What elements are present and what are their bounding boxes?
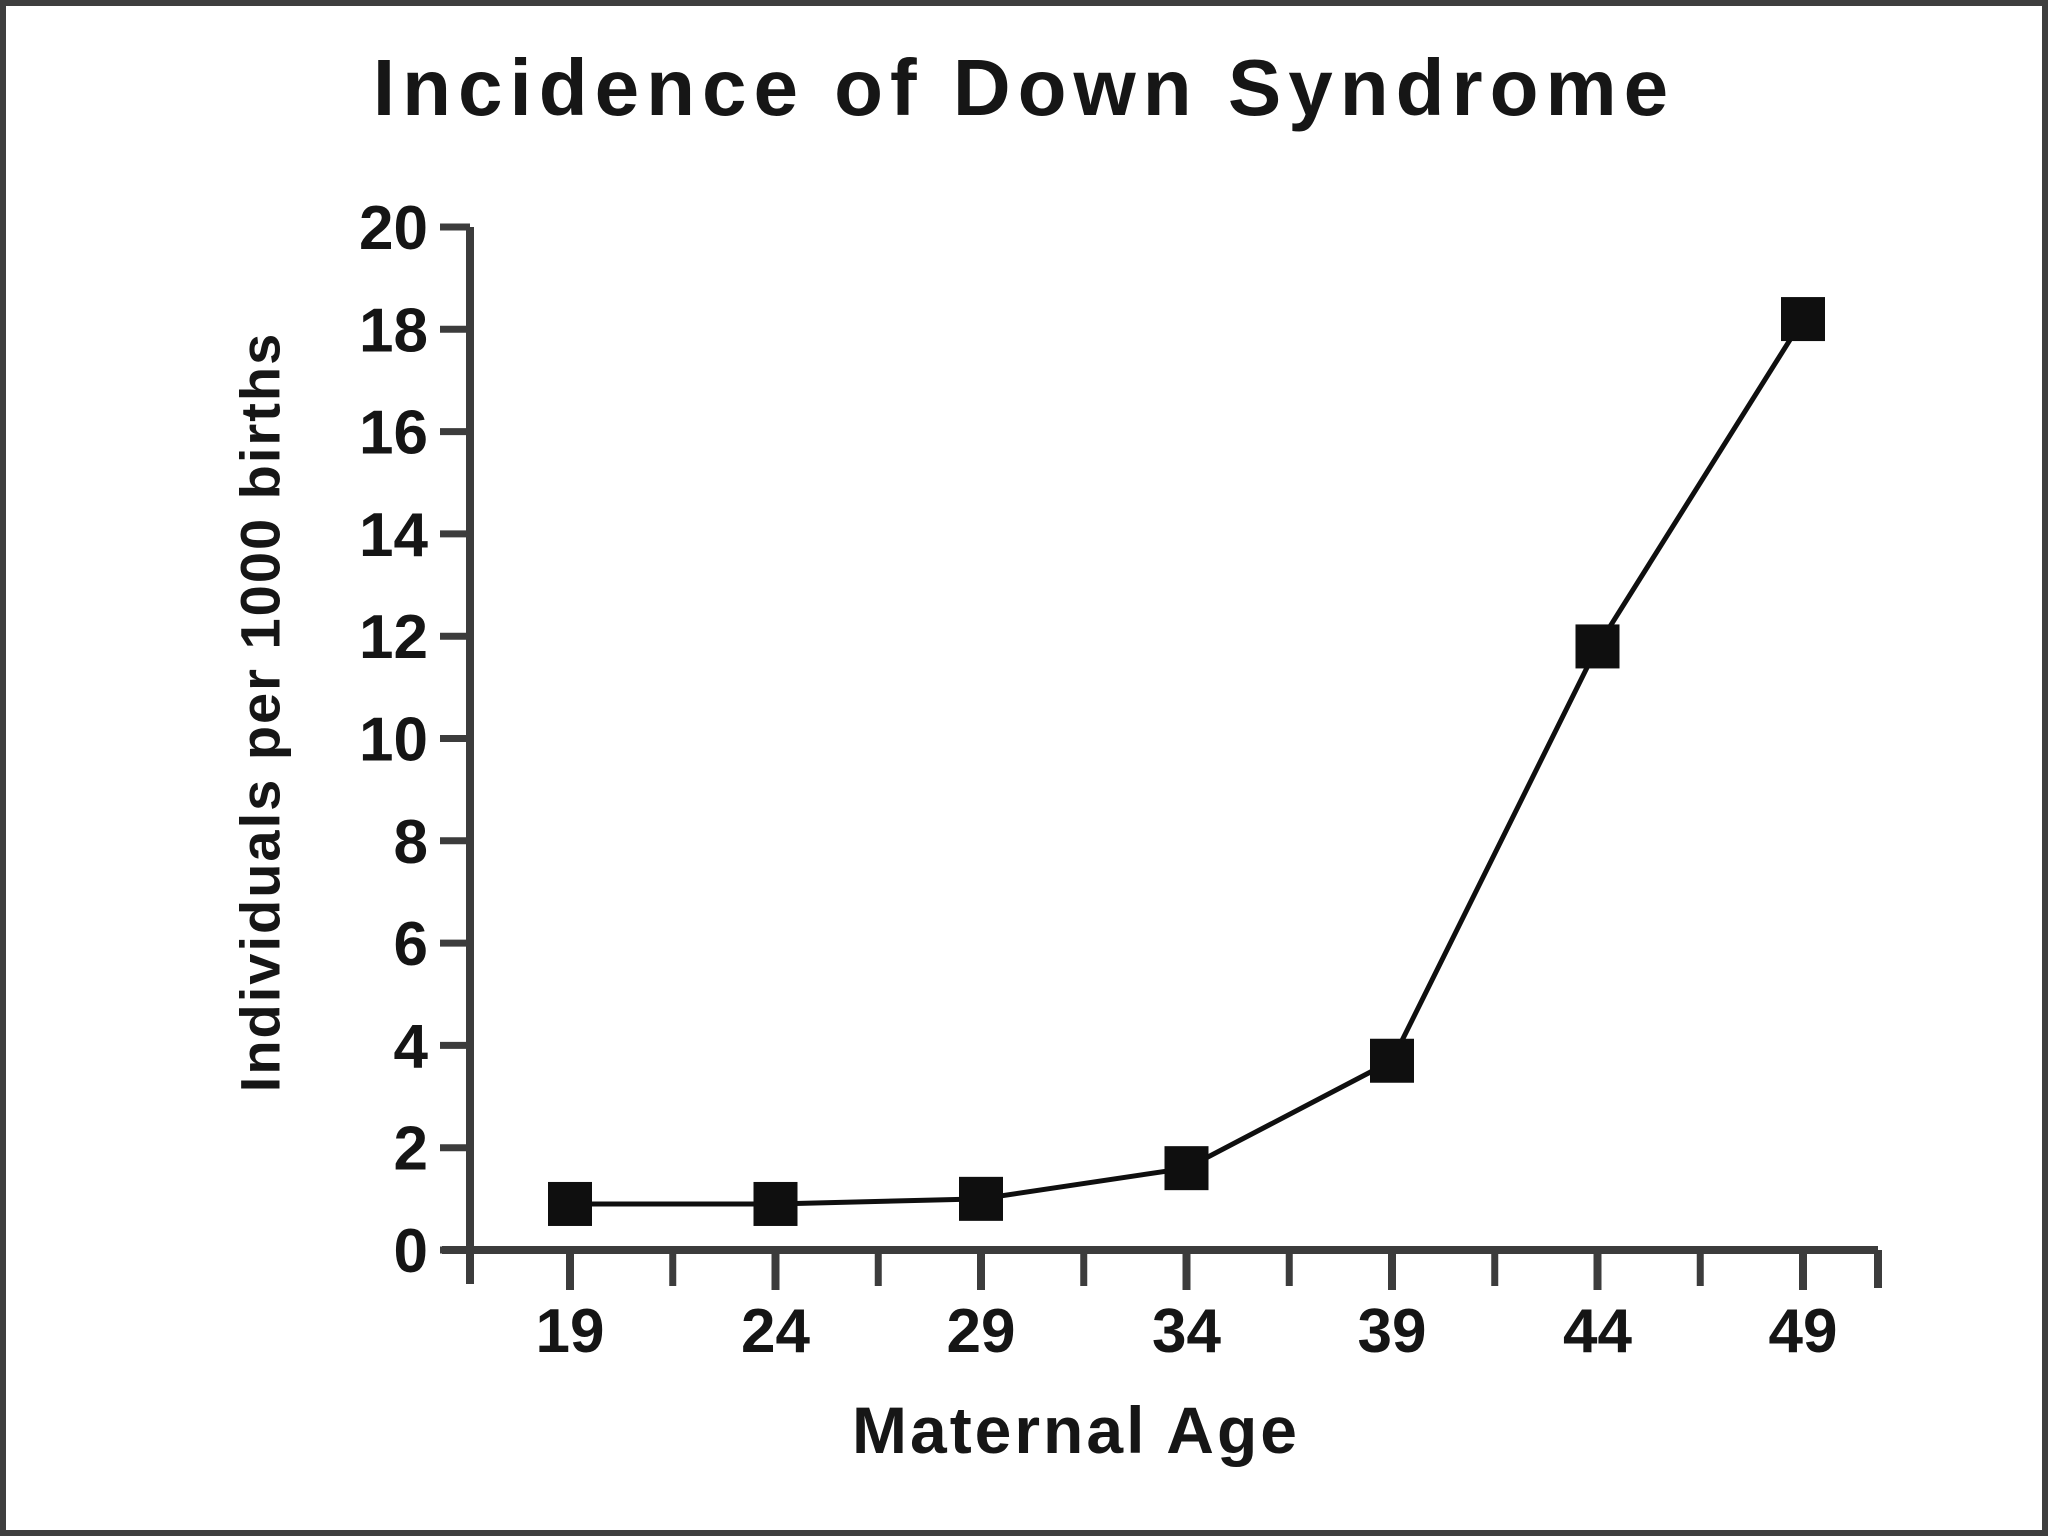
y-tick-label: 10	[359, 706, 428, 775]
data-point-marker-24	[753, 1181, 798, 1226]
x-axis-label: Maternal Age	[852, 1393, 1300, 1467]
y-tick-label: 2	[394, 1115, 428, 1184]
y-tick-label: 6	[394, 910, 428, 979]
x-tick-label: 39	[1358, 1297, 1427, 1366]
y-tick-label: 12	[359, 603, 428, 672]
data-line	[570, 317, 1806, 1207]
data-point-marker-49	[1781, 297, 1825, 342]
data-point-marker-39	[1370, 1038, 1414, 1083]
y-tick-label: 18	[359, 296, 428, 365]
chart-title: Incidence of Down Syndrome	[372, 43, 1676, 132]
x-tick-label: 49	[1769, 1297, 1838, 1366]
y-tick-label: 16	[359, 399, 428, 468]
x-tick-label: 24	[741, 1297, 810, 1366]
data-point-marker-19	[548, 1181, 592, 1226]
x-tick-label: 29	[947, 1297, 1016, 1366]
x-tick-label: 19	[536, 1297, 605, 1366]
y-tick-label: 0	[394, 1217, 428, 1286]
data-point-marker-29	[959, 1176, 1003, 1221]
x-tick-label: 44	[1563, 1297, 1632, 1366]
data-point-marker-34	[1164, 1146, 1209, 1191]
y-tick-label: 4	[394, 1012, 429, 1081]
y-tick-label: 14	[359, 501, 428, 570]
y-tick-label: 8	[394, 808, 428, 877]
data-point-marker-44	[1575, 624, 1620, 669]
y-tick-label: 20	[359, 194, 428, 263]
x-tick-label: 34	[1152, 1297, 1221, 1366]
